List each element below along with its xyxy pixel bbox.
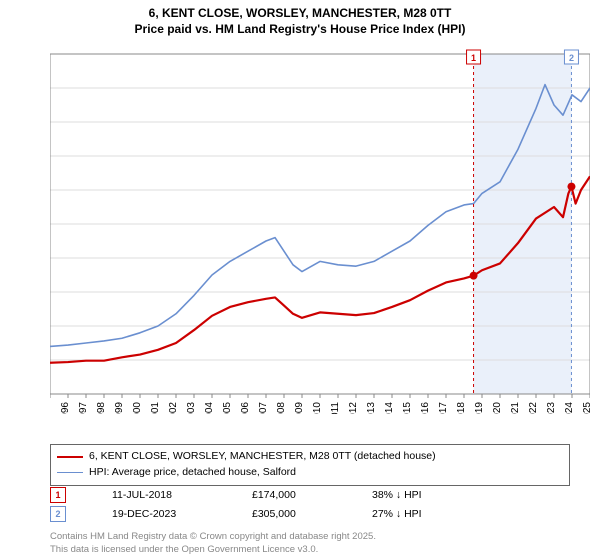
svg-text:2001: 2001 (150, 402, 161, 414)
svg-text:2000: 2000 (132, 402, 143, 414)
transactions-table: 1 11-JUL-2018 £174,000 38% ↓ HPI 2 19-DE… (50, 486, 422, 524)
svg-text:2019: 2019 (474, 402, 485, 414)
svg-text:1995: 1995 (50, 402, 53, 414)
svg-text:2005: 2005 (222, 402, 233, 414)
svg-text:1996: 1996 (60, 402, 71, 414)
legend-item-1: 6, KENT CLOSE, WORSLEY, MANCHESTER, M28 … (57, 449, 563, 465)
footer-line1: Contains HM Land Registry data © Crown c… (50, 531, 376, 543)
svg-text:2007: 2007 (258, 402, 269, 414)
svg-text:2018: 2018 (456, 402, 467, 414)
svg-text:2010: 2010 (312, 402, 323, 414)
svg-text:2012: 2012 (348, 402, 359, 414)
chart-svg: £0£50K£100K£150K£200K£250K£300K£350K£400… (50, 44, 590, 414)
table-row: 2 19-DEC-2023 £305,000 27% ↓ HPI (50, 505, 422, 524)
footer-line2: This data is licensed under the Open Gov… (50, 544, 376, 556)
table-row: 1 11-JUL-2018 £174,000 38% ↓ HPI (50, 486, 422, 505)
svg-text:2017: 2017 (438, 402, 449, 414)
svg-text:2009: 2009 (294, 402, 305, 414)
footer-attribution: Contains HM Land Registry data © Crown c… (50, 531, 376, 556)
svg-text:2: 2 (569, 53, 574, 63)
svg-text:2015: 2015 (402, 402, 413, 414)
svg-text:2014: 2014 (384, 402, 395, 414)
svg-text:2020: 2020 (492, 402, 503, 414)
legend: 6, KENT CLOSE, WORSLEY, MANCHESTER, M28 … (50, 444, 570, 486)
transaction-delta: 38% ↓ HPI (372, 486, 422, 505)
svg-text:2006: 2006 (240, 402, 251, 414)
svg-text:1998: 1998 (96, 402, 107, 414)
svg-text:2013: 2013 (366, 402, 377, 414)
svg-text:1999: 1999 (114, 402, 125, 414)
transaction-price: £305,000 (252, 505, 332, 524)
svg-text:1997: 1997 (78, 402, 89, 414)
legend-label-price: 6, KENT CLOSE, WORSLEY, MANCHESTER, M28 … (89, 449, 436, 465)
transaction-price: £174,000 (252, 486, 332, 505)
svg-text:2008: 2008 (276, 402, 287, 414)
transaction-date: 19-DEC-2023 (112, 505, 212, 524)
legend-label-hpi: HPI: Average price, detached house, Salf… (89, 465, 296, 481)
transaction-delta: 27% ↓ HPI (372, 505, 422, 524)
svg-text:2023: 2023 (546, 402, 557, 414)
title-line1: 6, KENT CLOSE, WORSLEY, MANCHESTER, M28 … (0, 6, 600, 22)
svg-text:2022: 2022 (528, 402, 539, 414)
svg-text:2016: 2016 (420, 402, 431, 414)
svg-text:2003: 2003 (186, 402, 197, 414)
marker-badge-2: 2 (50, 506, 66, 522)
title-line2: Price paid vs. HM Land Registry's House … (0, 22, 600, 38)
svg-text:2004: 2004 (204, 402, 215, 414)
svg-text:2002: 2002 (168, 402, 179, 414)
legend-swatch-price (57, 456, 83, 458)
marker-badge-1: 1 (50, 487, 66, 503)
line-chart: £0£50K£100K£150K£200K£250K£300K£350K£400… (50, 44, 590, 414)
svg-text:2024: 2024 (564, 402, 575, 414)
transaction-date: 11-JUL-2018 (112, 486, 212, 505)
legend-swatch-hpi (57, 472, 83, 474)
svg-text:2021: 2021 (510, 402, 521, 414)
chart-title: 6, KENT CLOSE, WORSLEY, MANCHESTER, M28 … (0, 0, 600, 37)
svg-text:2011: 2011 (330, 402, 341, 414)
svg-text:2025: 2025 (582, 402, 590, 414)
svg-text:1: 1 (471, 53, 476, 63)
legend-item-2: HPI: Average price, detached house, Salf… (57, 465, 563, 481)
